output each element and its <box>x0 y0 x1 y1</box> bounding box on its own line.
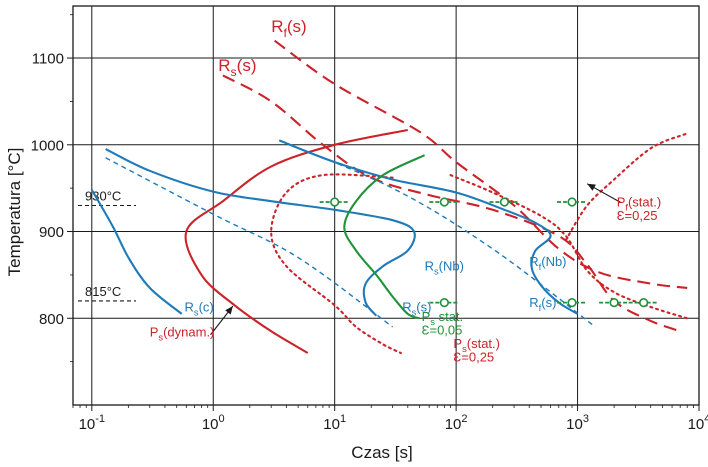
tick-labels: 10-1 100 101 102 103 104 800 900 1000 1100 <box>31 51 708 433</box>
curve-label-subscript: s <box>434 267 439 277</box>
series-layer <box>90 39 689 355</box>
curve-label-suffix: (c) <box>199 299 214 314</box>
curve-labels: Rf(s)Rs(s)Rs(c)Rs(Nb)Rs(s)Rf(Nb)Rf(s)Ps(… <box>150 17 661 365</box>
curve-label-subscript: f <box>283 26 287 40</box>
x-tick-label: 103 <box>566 413 589 433</box>
data-point-marker <box>499 197 510 207</box>
curve-label-subscript: s <box>194 307 199 317</box>
curve-label: Rs(Nb) <box>425 259 464 277</box>
curve-label: Ps(dynam.) <box>150 324 215 342</box>
series-curve-unnamed-3 <box>564 132 689 242</box>
series-curve-unnamed-11 <box>343 154 426 320</box>
y-axis-label: Temperatura [°C] <box>5 148 24 277</box>
annotation-arrow-head <box>225 306 233 315</box>
curve-label-text: P <box>617 194 626 209</box>
curve-label-subscript: f <box>539 303 542 313</box>
series-curve-rf-s <box>279 139 596 328</box>
y-tick-label: 800 <box>39 311 64 328</box>
curve-label-text: P <box>422 309 431 324</box>
marker-layer <box>319 197 659 308</box>
curve-label-suffix: (dynam.) <box>163 324 214 339</box>
curve-label-subscript: s <box>430 317 435 327</box>
curve-label-text: R <box>402 299 411 314</box>
x-axis-label: Czas [s] <box>351 443 412 462</box>
curve-label: Rs(s) <box>218 56 256 79</box>
curve-label-suffix: stat. <box>435 309 463 324</box>
curve-label: Ɛ=0,25 <box>617 208 658 223</box>
curve-label: Ps stat. <box>422 309 464 327</box>
curve-label: Rf(s) <box>271 17 307 40</box>
curve-label-suffix: (Nb) <box>439 259 464 274</box>
x-tick-label: 10-1 <box>79 413 105 433</box>
curve-label-suffix: (s) <box>541 295 556 310</box>
y-tick-label: 900 <box>39 224 64 241</box>
curve-label-subscript: f <box>625 202 628 212</box>
plot-area <box>72 5 700 406</box>
series-curve-unnamed-7 <box>105 148 416 317</box>
curve-label-text: R <box>529 295 538 310</box>
y-tick-label: 1100 <box>32 51 64 68</box>
curve-label-subscript: s <box>462 344 467 354</box>
series-curve-rs-s <box>222 74 681 333</box>
curve-label-text: R <box>425 259 434 274</box>
curve-label-suffix: (s) <box>416 299 431 314</box>
data-point-marker <box>639 298 649 308</box>
series-curve-ps-dynam <box>184 128 409 354</box>
curve-label-suffix: (stat.) <box>628 194 661 209</box>
annotation-arrow-head <box>587 183 596 191</box>
series-curve-ps-stat <box>270 173 402 355</box>
curve-label: Pf(stat.) <box>617 194 662 212</box>
curve-label-text: P <box>150 324 159 339</box>
series-curve-rs-c <box>90 189 183 315</box>
x-tick-label: 102 <box>445 413 468 433</box>
curve-label-text: Ɛ=0,25 <box>617 208 658 223</box>
y-tick-label: 1000 <box>31 137 64 154</box>
reference-label: 930°C <box>85 189 121 204</box>
curve-label-suffix: (s) <box>237 56 257 75</box>
x-tick-label: 101 <box>323 413 346 433</box>
curve-label: Rf(Nb) <box>529 254 566 272</box>
data-point-marker <box>567 197 577 207</box>
curve-label-suffix: (s) <box>287 17 307 36</box>
curve-label-text: Ɛ=0,05 <box>422 323 463 338</box>
data-point-marker <box>439 298 449 308</box>
curve-label-subscript: s <box>412 307 417 317</box>
curve-label: Rf(s) <box>529 295 556 313</box>
series-curve-rs-s <box>105 157 394 328</box>
curve-label-subscript: f <box>539 262 542 272</box>
arrow-layer <box>210 183 622 336</box>
curve-label-suffix: (Nb) <box>541 254 566 269</box>
x-tick-label: 100 <box>202 413 225 433</box>
data-point-marker <box>439 197 449 207</box>
reference-label: 815°C <box>85 284 121 299</box>
grid <box>67 6 700 411</box>
series-curve-pf-stat <box>449 174 689 320</box>
series-curve-unnamed-8 <box>278 139 579 315</box>
curve-label-subscript: s <box>231 65 237 79</box>
curve-label-subscript: s <box>158 332 163 342</box>
curve-label-text: R <box>218 56 230 75</box>
data-point-marker <box>609 298 619 308</box>
curve-label-text: R <box>529 254 538 269</box>
data-point-marker <box>567 298 577 308</box>
curve-label: Rs(s) <box>402 299 431 317</box>
curve-label-text: P <box>453 336 462 351</box>
curve-label-text: R <box>271 17 283 36</box>
curve-label-text: R <box>185 299 194 314</box>
curve-label: Ps(stat.) <box>453 336 500 354</box>
data-point-marker <box>330 197 340 207</box>
curve-label-suffix: (stat.) <box>467 336 500 351</box>
curve-label: Ɛ=0,25 <box>453 350 494 365</box>
curve-label: Ɛ=0,05 <box>422 323 463 338</box>
curve-label-text: Ɛ=0,25 <box>453 350 494 365</box>
curve-label: Rs(c) <box>185 299 214 317</box>
x-tick-label: 104 <box>688 413 708 433</box>
